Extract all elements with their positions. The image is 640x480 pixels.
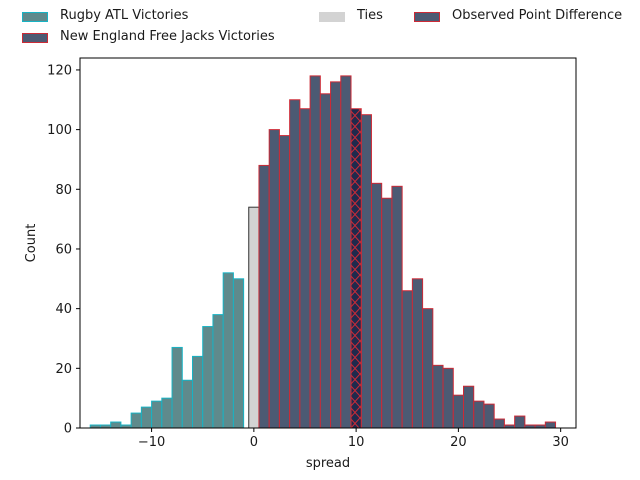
y-tick-label: 120 [47,63,72,78]
legend-label: Ties [357,8,383,23]
new-england-free-jacks-victories-bar [483,403,495,429]
new-england-free-jacks-victories-bar [463,385,475,429]
new-england-free-jacks-victories-bar [473,400,485,429]
y-tick-label: 100 [47,123,72,138]
legend-swatch-rugby-atl [22,12,48,22]
new-england-free-jacks-victories-bar [360,114,372,429]
new-england-free-jacks-victories-bar [381,197,393,429]
new-england-free-jacks-victories-bar [340,75,352,429]
new-england-free-jacks-victories-bar [544,421,557,429]
y-tick-label: 40 [55,302,72,317]
rugby-atl-victories-bar [151,400,163,429]
new-england-free-jacks-victories-bar [330,81,342,429]
new-england-free-jacks-victories-bar [493,418,505,429]
x-tick-label: 0 [250,435,258,450]
rugby-atl-victories-bar [181,379,193,429]
ties-bar [248,206,260,429]
new-england-free-jacks-victories-bar [411,278,424,429]
rugby-atl-victories-bar [202,326,214,429]
x-axis-label: spread [306,456,350,471]
legend-swatch-free-jacks [22,33,48,43]
new-england-free-jacks-victories-bar [432,364,444,429]
new-england-free-jacks-victories-bar [278,135,291,429]
rugby-atl-victories-bar [232,278,245,429]
rugby-atl-victories-bar [130,412,142,429]
legend-label: New England Free Jacks Victories [60,29,275,44]
new-england-free-jacks-victories-bar [258,164,270,429]
new-england-free-jacks-victories-bar [514,415,526,429]
y-tick-label: 60 [55,242,72,257]
y-tick-label: 0 [64,422,72,437]
rugby-atl-victories-bar [171,346,183,429]
legend-label: Observed Point Difference [452,8,623,23]
x-tick-label: 30 [552,435,569,450]
x-tick-label: 20 [450,435,467,450]
y-tick-label: 20 [55,362,72,377]
x-tick-label: −10 [138,435,165,450]
new-england-free-jacks-victories-bar [309,75,321,429]
rugby-atl-victories-bar [110,421,122,429]
legend-swatch-observed [414,12,440,22]
new-england-free-jacks-victories-bar [268,129,280,429]
observed-point-difference-bar-hatch [351,108,362,429]
new-england-free-jacks-victories-bar [422,308,434,429]
new-england-free-jacks-victories-bar [391,185,403,429]
legend-label: Rugby ATL Victories [60,8,189,23]
rugby-atl-victories-bar [222,272,234,429]
new-england-free-jacks-victories-bar [442,367,454,429]
rugby-atl-victories-bar [140,406,153,429]
legend-swatch-ties [319,12,345,22]
new-england-free-jacks-victories-bar [401,290,413,429]
new-england-free-jacks-victories-bar [370,182,383,429]
rugby-atl-victories-bar [212,314,224,429]
new-england-free-jacks-victories-bar [289,99,301,429]
new-england-free-jacks-victories-bar [319,93,332,429]
y-tick-label: 80 [55,183,72,198]
y-axis-label: Count [24,224,39,263]
plot-frame [79,57,577,429]
new-england-free-jacks-victories-bar [452,394,465,429]
x-tick-label: 10 [348,435,365,450]
new-england-free-jacks-victories-bar [299,108,311,429]
axes-layer: −10 0 10 20 30 0 20 40 60 80 100 120 [47,57,577,450]
rugby-atl-victories-bar [161,397,173,429]
rugby-atl-victories-bar [191,355,204,429]
bars-layer [89,75,557,429]
